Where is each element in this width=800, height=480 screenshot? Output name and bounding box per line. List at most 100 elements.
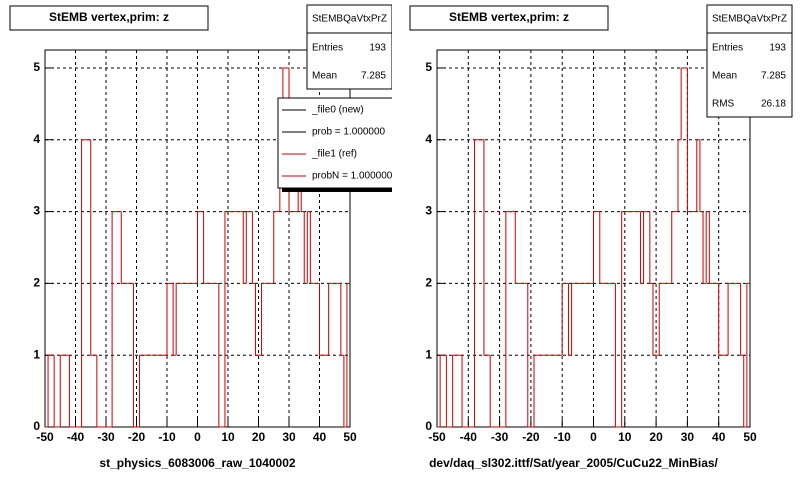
histogram-bin	[340, 283, 344, 356]
histogram-bin	[571, 282, 575, 356]
x-tick-label: -30	[97, 430, 115, 444]
histogram-bin	[461, 355, 466, 428]
histogram-bin	[680, 67, 685, 140]
x-tick-label: -40	[67, 430, 85, 444]
histogram-bin	[346, 282, 350, 427]
x-tick-label: 20	[649, 430, 663, 444]
x-tick-label: -10	[554, 430, 572, 444]
histogram-bin	[452, 354, 456, 427]
histogram-bin	[643, 211, 647, 284]
histogram-bin	[328, 282, 332, 356]
histogram-bin	[203, 211, 207, 284]
histogram-bin	[705, 211, 710, 284]
x-tick-label: -50	[36, 430, 54, 444]
legend-label: _file0 (new)	[311, 105, 364, 116]
histogram-bin	[132, 283, 137, 428]
histogram-bin	[718, 283, 722, 356]
x-axis-label: dev/daq_sl302.ittf/Sat/year_2005/CuCu22_…	[429, 456, 718, 470]
histogram-bin	[658, 282, 663, 356]
histogram-bin	[111, 211, 116, 427]
histogram-bin	[251, 211, 256, 284]
stats-label: Mean	[312, 71, 337, 82]
x-tick-label: 50	[343, 430, 357, 444]
x-tick-label: 40	[313, 430, 327, 444]
histogram-bin	[514, 211, 519, 284]
histogram-bin	[677, 139, 682, 212]
left-pad: 0 1 2 3 4 5 -50 -40 -30 -20 -10 0 10 20 30 40 50 st_physi…	[9, 4, 392, 470]
y-tick-label: 3	[33, 204, 40, 218]
stats-value: 7.285	[361, 71, 386, 82]
y-tick-label: 4	[33, 132, 40, 146]
stats-value: 7.285	[761, 71, 786, 82]
legend-label: prob = 1.000000	[312, 127, 386, 138]
histogram-bin	[727, 282, 732, 356]
x-tick-label: 30	[681, 430, 695, 444]
x-tick-label: -20	[128, 430, 146, 444]
legend-label: probN = 1.000000	[312, 171, 392, 182]
y-tick-label: 2	[33, 276, 40, 290]
y-tick-label: 5	[425, 60, 432, 74]
histogram-bin	[474, 139, 478, 427]
histogram-bin	[740, 283, 744, 356]
histogram-bin	[309, 211, 314, 284]
histogram-bin	[699, 139, 704, 213]
histogram-bin	[561, 282, 566, 356]
histogram-bin	[743, 355, 747, 428]
histogram-bin	[343, 355, 347, 428]
histogram-bin	[649, 211, 653, 284]
x-tick-label: -40	[460, 430, 478, 444]
stats-label: Mean	[712, 71, 737, 82]
histogram-bin	[599, 211, 603, 284]
histogram-bin	[47, 354, 52, 427]
x-tick-label: 30	[282, 430, 296, 444]
histogram-bin	[708, 211, 713, 284]
chart-title: StEMB vertex,prim: z	[449, 10, 569, 24]
histogram-bin	[702, 211, 707, 284]
histogram-bin	[59, 354, 64, 427]
x-tick-label: 50	[743, 430, 757, 444]
histogram-bin	[90, 139, 94, 356]
x-tick-label: 20	[252, 430, 266, 444]
stats-label: RMS	[712, 99, 735, 110]
x-tick-label: -30	[491, 430, 509, 444]
histogram-bin	[242, 211, 247, 284]
histogram-bin	[224, 211, 228, 427]
histogram-bin	[439, 354, 444, 427]
stats-value: 26.18	[761, 99, 786, 110]
histogram-bin	[652, 283, 657, 356]
histogram-bin	[483, 139, 488, 356]
histogram-bin	[68, 355, 73, 428]
histogram-bin	[218, 283, 222, 428]
x-tick-label: -10	[158, 430, 176, 444]
histogram-bin	[245, 211, 250, 284]
histogram-bin	[81, 139, 85, 427]
histogram-bin	[527, 283, 531, 428]
x-tick-label: 40	[712, 430, 726, 444]
y-tick-label: 0	[425, 419, 432, 433]
histogram-bin	[567, 283, 572, 356]
histogram-bin	[621, 211, 625, 427]
histogram-bin	[254, 283, 259, 356]
histogram-bin	[686, 67, 691, 213]
histogram-bin	[172, 283, 177, 356]
stats-box	[306, 4, 392, 90]
stats-label: Entries	[312, 43, 343, 54]
stats-label: Entries	[712, 43, 743, 54]
stats-value: 193	[369, 43, 386, 54]
chart-title: StEMB vertex,prim: z	[49, 10, 169, 24]
legend-box	[277, 97, 392, 189]
histogram-bin	[139, 354, 143, 427]
x-tick-label: -20	[522, 430, 540, 444]
y-tick-label: 2	[425, 276, 432, 290]
histogram-bin	[639, 211, 644, 284]
histogram-bin	[303, 211, 308, 284]
y-tick-label: 1	[33, 347, 40, 361]
histogram-bin	[445, 355, 450, 428]
histogram-bin	[175, 282, 180, 356]
y-tick-label: 0	[33, 419, 40, 433]
histogram-bin	[96, 355, 100, 428]
stats-title: StEMBQaVtxPrZ	[312, 14, 387, 25]
histogram-bin	[614, 283, 619, 428]
title-box	[9, 5, 209, 31]
